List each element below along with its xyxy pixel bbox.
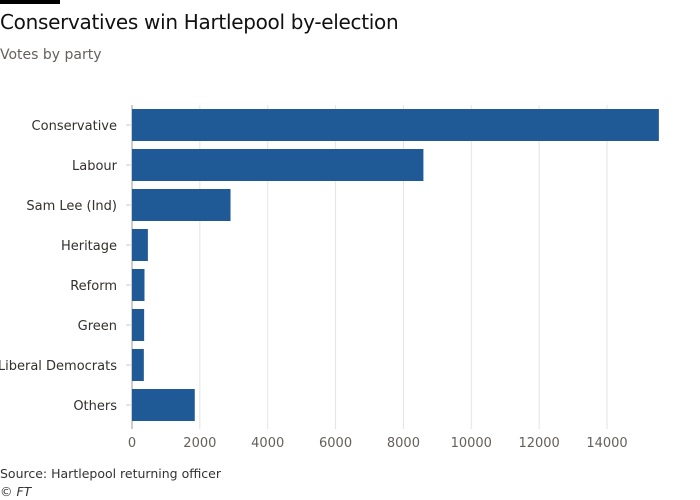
bar-liberal-democrats [132, 349, 144, 381]
x-tick-label: 14000 [586, 436, 627, 451]
category-label: Liberal Democrats [0, 359, 117, 374]
bar-reform [132, 269, 145, 301]
x-tick-label: 4000 [251, 436, 284, 451]
x-tick-label: 2000 [183, 436, 216, 451]
bar-green [132, 309, 145, 341]
category-label: Labour [72, 159, 118, 174]
x-tick-label: 6000 [319, 436, 352, 451]
source-note: Source: Hartlepool returning officer [0, 466, 222, 481]
copyright-credit: © FT [0, 484, 32, 499]
bar-labour [132, 149, 424, 181]
bar-conservative [132, 109, 659, 141]
chart-subtitle: Votes by party [0, 47, 102, 63]
chart-title: Conservatives win Hartlepool by-election [0, 10, 399, 34]
category-label: Others [73, 399, 117, 414]
category-label: Reform [70, 279, 117, 294]
x-tick-label: 12000 [518, 436, 559, 451]
x-tick-label: 0 [128, 436, 136, 451]
category-label: Heritage [61, 239, 117, 254]
category-label: Sam Lee (Ind) [26, 199, 117, 214]
brand-bar [0, 0, 60, 4]
x-tick-label: 10000 [451, 436, 492, 451]
category-label: Conservative [32, 119, 117, 134]
bar-others [132, 389, 195, 421]
category-label: Green [78, 319, 117, 334]
x-tick-label: 8000 [387, 436, 420, 451]
bar-heritage [132, 229, 148, 261]
bar-sam-lee-ind- [132, 189, 231, 221]
